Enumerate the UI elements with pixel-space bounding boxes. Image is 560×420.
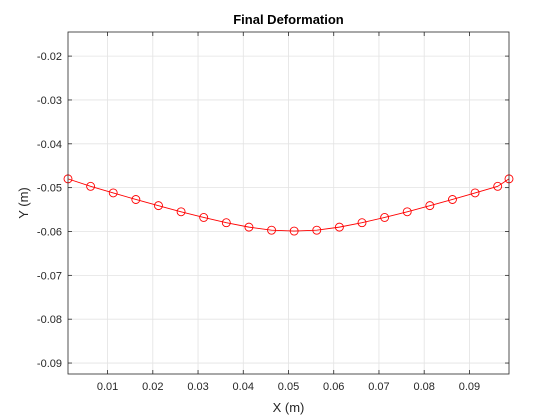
data-point	[154, 201, 163, 211]
plot-frame	[67, 31, 510, 375]
x-tick-label: 0.09	[459, 381, 480, 393]
data-point	[131, 195, 141, 204]
y-tick-label: -0.07	[37, 270, 62, 282]
data-point	[402, 207, 412, 217]
data-point	[244, 222, 254, 232]
x-tick-label: 0.01	[97, 381, 118, 393]
data-point	[86, 181, 96, 191]
grid	[68, 32, 509, 374]
data-point	[448, 195, 457, 204]
series-layer	[63, 174, 514, 236]
data-point	[425, 201, 435, 211]
x-tick-label: 0.06	[323, 381, 344, 393]
y-tick-label: -0.06	[37, 227, 62, 239]
x-tick-label: 0.03	[187, 381, 208, 393]
data-point	[267, 225, 276, 235]
data-point	[357, 218, 367, 228]
data-point	[493, 181, 503, 191]
data-point	[221, 218, 231, 228]
y-tick-label: -0.08	[37, 314, 62, 326]
data-point	[380, 213, 390, 222]
x-tick-label: 0.07	[368, 381, 389, 393]
x-tick-label: 0.02	[142, 381, 163, 393]
ticks-layer: 0.01 0.02 0.03 0.04 0.05 0.06 0.07 0.08 0.09 -0.0…	[37, 32, 509, 393]
data-point	[312, 225, 322, 235]
x-tick-label: 0.05	[278, 381, 299, 393]
chart-title: Final Deformation	[233, 12, 344, 27]
y-tick-label: -0.05	[37, 183, 62, 195]
y-tick-label: -0.04	[37, 139, 62, 151]
data-point	[108, 188, 118, 198]
x-tick-label: 0.04	[233, 381, 254, 393]
data-point	[470, 188, 480, 198]
y-tick-label: -0.03	[37, 95, 62, 107]
series-line	[67, 178, 510, 232]
y-tick-label: -0.02	[37, 51, 62, 63]
x-tick-label: 0.08	[413, 381, 434, 393]
data-point	[176, 207, 186, 217]
x-axis-label: X (m)	[273, 400, 305, 415]
data-point	[199, 213, 209, 222]
y-axis-label: Y (m)	[16, 187, 31, 219]
data-point	[334, 222, 344, 232]
data-point	[289, 226, 299, 236]
y-tick-label: -0.09	[37, 358, 62, 370]
